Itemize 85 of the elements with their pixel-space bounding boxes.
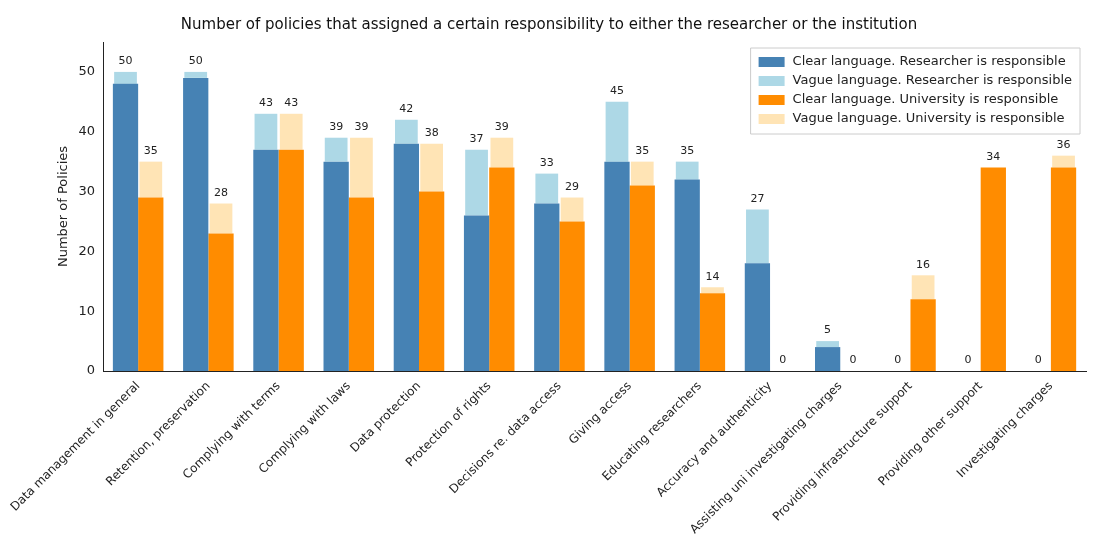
text: 50 <box>118 54 133 68</box>
bar <box>278 149 304 372</box>
y-axis-title: Number of Policies <box>55 145 71 268</box>
text: 27 <box>750 191 765 205</box>
bar <box>535 173 559 204</box>
bar <box>675 161 699 180</box>
bar <box>1052 155 1075 168</box>
text: 39 <box>494 120 509 134</box>
legend-label: Clear language. Researcher is responsible <box>792 53 1066 69</box>
bar <box>699 293 726 372</box>
y-tick-label: 50 <box>78 63 96 79</box>
text: 5 <box>824 323 832 337</box>
y-tick-label: 40 <box>78 123 96 139</box>
bar <box>183 77 209 372</box>
bar <box>418 191 445 372</box>
bar <box>490 137 514 168</box>
bar <box>420 143 444 192</box>
bar <box>279 113 303 150</box>
bar <box>816 341 839 348</box>
bar <box>324 137 348 162</box>
bar <box>208 233 234 372</box>
legend-label: Vague language. Researcher is responsible <box>792 72 1072 88</box>
bar <box>112 83 139 372</box>
text: 42 <box>399 102 414 116</box>
bar <box>605 101 629 162</box>
bar <box>746 209 769 264</box>
text: 35 <box>635 144 650 157</box>
bar <box>138 197 164 372</box>
bar <box>348 197 375 372</box>
text: 33 <box>539 155 554 169</box>
text: 0 <box>779 353 787 367</box>
text: 0 <box>964 353 972 367</box>
y-tick-label: 20 <box>78 242 96 258</box>
text: 36 <box>1056 138 1071 152</box>
bar <box>463 215 490 372</box>
bar <box>394 119 418 144</box>
text: 39 <box>329 120 344 134</box>
bar <box>209 203 233 234</box>
bar <box>465 149 488 216</box>
bar <box>559 221 585 372</box>
bar <box>393 143 419 372</box>
y-tick-label: 30 <box>78 182 96 198</box>
bar <box>910 299 936 372</box>
bar <box>674 179 700 372</box>
text: 0 <box>1034 353 1042 367</box>
text: 0 <box>894 353 902 367</box>
bar <box>630 161 654 186</box>
bar <box>701 287 724 294</box>
bar <box>114 71 137 84</box>
chart-title: Number of policies that assigned a certain responsibility to either the researcher or the institution <box>180 14 918 33</box>
text: 50 <box>188 54 203 68</box>
bar <box>980 167 1006 372</box>
legend-label: Vague language. University is responsible <box>792 110 1065 126</box>
bar <box>254 113 278 150</box>
text: 35 <box>680 144 695 157</box>
text: 34 <box>986 149 1001 163</box>
bar <box>1050 167 1077 372</box>
bar <box>489 167 515 372</box>
text: 39 <box>354 120 369 134</box>
text: 29 <box>565 179 580 193</box>
bar <box>184 71 208 78</box>
bar <box>744 263 771 372</box>
text: 45 <box>609 84 624 98</box>
bar <box>253 149 279 372</box>
text: 28 <box>214 185 228 199</box>
bar <box>534 203 560 372</box>
bar <box>629 185 655 372</box>
text: 43 <box>284 96 299 110</box>
text: 38 <box>424 126 439 140</box>
text: 16 <box>916 257 931 271</box>
bar <box>350 137 373 198</box>
text: 14 <box>705 269 720 283</box>
bar <box>139 161 163 198</box>
text: 43 <box>258 96 273 110</box>
legend-label: Clear language. University is responsible <box>792 91 1059 107</box>
text: 0 <box>849 353 857 367</box>
text: 35 <box>143 144 158 157</box>
bar <box>911 275 935 300</box>
bar <box>560 197 584 222</box>
bar <box>604 161 630 372</box>
y-tick-label: 10 <box>78 302 96 318</box>
bar <box>323 161 349 372</box>
y-tick-label: 0 <box>86 362 96 378</box>
bar <box>814 347 841 372</box>
text: 37 <box>469 132 484 146</box>
